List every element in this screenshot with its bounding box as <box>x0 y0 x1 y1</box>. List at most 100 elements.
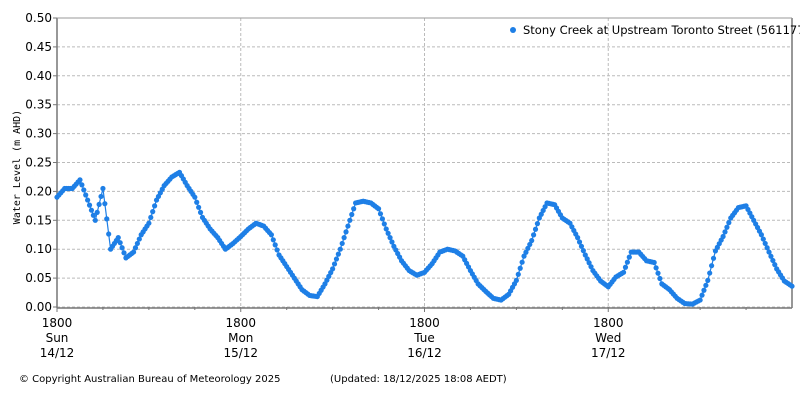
data-point <box>375 206 382 212</box>
data-point <box>709 263 715 269</box>
legend: Stony Creek at Upstream Toronto Street (… <box>510 23 800 37</box>
x-tick-label: 1800 <box>42 316 73 330</box>
data-point <box>104 216 110 222</box>
data-point <box>148 214 154 221</box>
data-point <box>576 239 583 245</box>
data-point <box>770 257 776 264</box>
data-point <box>515 271 521 277</box>
data-point <box>383 226 389 232</box>
data-point <box>766 249 772 255</box>
data-point <box>588 264 594 270</box>
data-point <box>100 185 106 192</box>
data-point <box>699 292 705 298</box>
data-point <box>624 259 630 265</box>
data-point <box>146 220 152 226</box>
data-point <box>270 237 276 243</box>
data-point <box>532 226 539 232</box>
data-point <box>377 211 384 217</box>
data-point <box>136 236 142 242</box>
legend-label: Stony Creek at Upstream Toronto Street (… <box>523 23 800 37</box>
y-tick-label: 0.35 <box>25 98 52 112</box>
data-point <box>92 217 98 223</box>
data-point <box>83 192 89 198</box>
y-tick-label: 0.40 <box>25 69 52 83</box>
data-point <box>513 277 519 284</box>
data-point <box>90 212 96 218</box>
data-point <box>196 204 202 210</box>
data-point <box>584 256 590 262</box>
data-point <box>653 265 659 271</box>
grid <box>57 17 792 308</box>
y-tick-label: 0.05 <box>25 271 52 285</box>
data-point <box>192 194 198 200</box>
data-point <box>726 220 732 226</box>
x-tick-label: 14/12 <box>40 346 75 360</box>
data-point <box>582 252 588 258</box>
data-point <box>115 235 121 241</box>
data-point <box>525 245 531 251</box>
data-point <box>98 193 104 200</box>
data-point <box>130 249 137 255</box>
data-point <box>333 256 340 262</box>
y-tick-label: 0.00 <box>25 300 52 314</box>
data-point <box>764 245 770 251</box>
data-point <box>620 269 627 275</box>
data-point <box>724 224 730 230</box>
data-point <box>521 253 527 259</box>
data-point <box>150 209 156 215</box>
data-point <box>655 270 661 276</box>
x-tick-label: 17/12 <box>591 346 626 360</box>
data-point <box>88 207 95 213</box>
data-point <box>152 203 158 209</box>
data-point <box>697 297 703 303</box>
y-tick-label: 0.15 <box>25 213 52 227</box>
data-point <box>81 187 87 193</box>
data-point <box>705 277 711 284</box>
data-point <box>86 202 93 208</box>
data-point <box>121 250 127 256</box>
x-tick-label: Mon <box>228 331 253 345</box>
data-point <box>85 197 91 203</box>
data-point <box>531 232 537 238</box>
x-tick-label: 1800 <box>593 316 624 330</box>
series-stony-creek <box>54 169 795 307</box>
x-tick-label: Wed <box>595 331 621 345</box>
data-point <box>517 265 523 271</box>
y-tick-label: 0.10 <box>25 242 52 256</box>
data-point <box>274 247 280 253</box>
data-point <box>707 270 713 276</box>
x-tick-label: 1800 <box>225 316 256 330</box>
x-tick-label: 15/12 <box>223 346 258 360</box>
y-tick-label: 0.50 <box>25 11 52 25</box>
y-tick-label: 0.30 <box>25 127 52 141</box>
data-point <box>575 235 581 241</box>
data-point <box>339 240 345 247</box>
data-point <box>534 221 541 227</box>
data-point <box>580 248 586 254</box>
y-axis-label: Water Level (m AHD) <box>12 110 23 224</box>
data-point <box>389 239 395 245</box>
data-point <box>349 211 355 218</box>
data-point <box>268 232 274 238</box>
x-tick-label: Sun <box>46 331 69 345</box>
copyright-text: © Copyright Australian Bureau of Meteoro… <box>19 374 281 385</box>
data-point <box>622 264 629 270</box>
data-point <box>720 233 726 240</box>
data-point <box>651 259 657 266</box>
x-tick-label: Tue <box>413 331 435 345</box>
data-point <box>529 237 535 244</box>
data-point <box>701 287 707 293</box>
data-point <box>343 229 349 235</box>
data-point <box>331 261 338 267</box>
data-point <box>710 255 717 261</box>
data-point <box>351 206 357 212</box>
data-point <box>94 209 100 215</box>
data-point <box>134 240 140 247</box>
x-tick-label: 1800 <box>409 316 440 330</box>
data-point <box>79 182 85 188</box>
data-point <box>519 259 525 265</box>
data-point <box>102 201 108 207</box>
data-point <box>194 199 200 205</box>
data-point <box>379 216 385 222</box>
